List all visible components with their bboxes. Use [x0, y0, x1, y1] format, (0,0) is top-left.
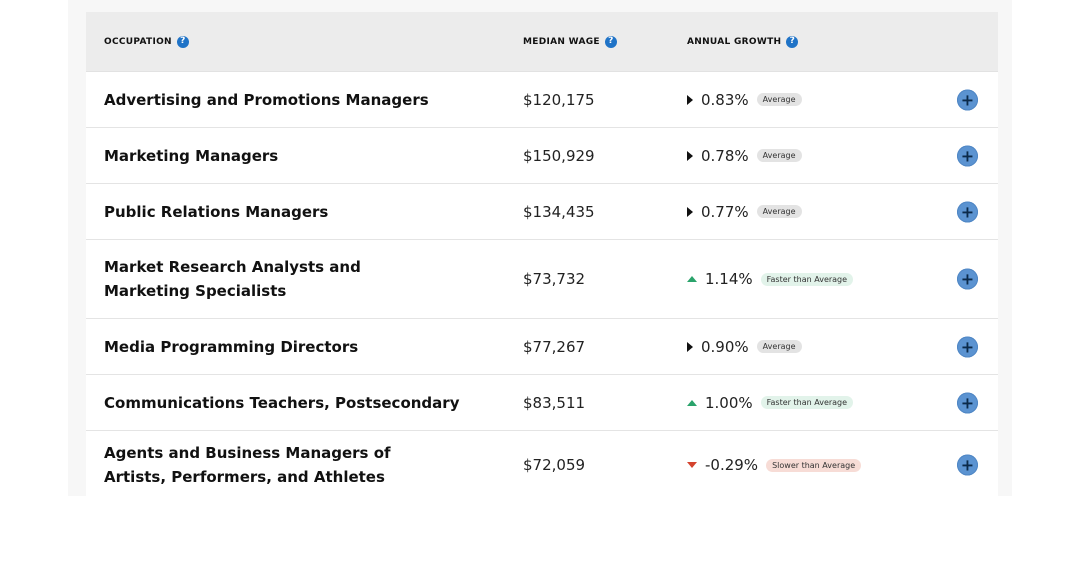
growth-value: 0.77% [701, 202, 749, 221]
down-trend-icon [687, 462, 697, 468]
growth-value: 1.14% [705, 270, 753, 288]
column-header-label: ANNUAL GROWTH [687, 36, 782, 47]
growth-badge: Average [756, 149, 802, 162]
occupation-name[interactable]: Market Research Analysts and Marketing S… [104, 258, 361, 300]
occupation-name[interactable]: Communications Teachers, Postsecondary [104, 393, 460, 412]
growth-value: 0.83% [701, 90, 749, 109]
median-wage: $72,059 [523, 456, 586, 474]
column-header-occupation: OCCUPATION ? [104, 35, 189, 48]
neutral-trend-icon [687, 150, 693, 161]
annual-growth: 0.83% Average [687, 91, 802, 109]
expand-icon[interactable]: + [957, 145, 978, 166]
column-header-annual-growth: ANNUAL GROWTH ? [687, 35, 799, 48]
occupation-name[interactable]: Advertising and Promotions Managers [104, 90, 429, 109]
expand-icon[interactable]: + [957, 201, 978, 222]
growth-value: -0.29% [705, 456, 759, 474]
annual-growth: 0.77% Average [687, 203, 802, 221]
table-row[interactable]: Agents and Business Managers of Artists,… [86, 431, 998, 499]
annual-growth: 0.90% Average [687, 338, 802, 356]
table-row[interactable]: Media Programming Directors $77,267 0.90… [86, 319, 998, 375]
annual-growth: 1.00% Faster than Average [687, 393, 854, 412]
growth-badge: Average [756, 340, 802, 353]
table-row[interactable]: Marketing Managers $150,929 0.78% Averag… [86, 128, 998, 184]
column-header-label: OCCUPATION [104, 36, 172, 47]
table-row[interactable]: Market Research Analysts and Marketing S… [86, 240, 998, 319]
column-header-label: MEDIAN WAGE [523, 36, 600, 47]
median-wage: $83,511 [523, 393, 586, 412]
neutral-trend-icon [687, 341, 693, 352]
expand-icon[interactable]: + [957, 89, 978, 110]
table-row[interactable]: Advertising and Promotions Managers $120… [86, 72, 998, 128]
help-icon[interactable]: ? [176, 35, 189, 48]
up-trend-icon [687, 276, 697, 282]
annual-growth: 0.78% Average [687, 147, 802, 165]
occupation-table: OCCUPATION ? MEDIAN WAGE ? ANNUAL GROWTH… [86, 12, 998, 499]
expand-icon[interactable]: + [957, 392, 978, 413]
neutral-trend-icon [687, 206, 693, 217]
table-row[interactable]: Public Relations Managers $134,435 0.77%… [86, 184, 998, 240]
help-icon[interactable]: ? [604, 35, 617, 48]
growth-value: 0.78% [701, 146, 749, 165]
growth-badge: Faster than Average [760, 396, 854, 409]
occupation-name[interactable]: Public Relations Managers [104, 202, 329, 221]
annual-growth: -0.29% Slower than Average [687, 456, 862, 474]
column-header-median-wage: MEDIAN WAGE ? [523, 35, 617, 48]
growth-value: 1.00% [705, 393, 753, 412]
growth-value: 0.90% [701, 337, 749, 356]
median-wage: $73,732 [523, 270, 586, 288]
annual-growth: 1.14% Faster than Average [687, 270, 854, 288]
median-wage: $134,435 [523, 202, 595, 221]
neutral-trend-icon [687, 94, 693, 105]
median-wage: $150,929 [523, 146, 595, 165]
expand-icon[interactable]: + [957, 454, 978, 476]
median-wage: $120,175 [523, 90, 595, 109]
median-wage: $77,267 [523, 337, 586, 356]
expand-icon[interactable]: + [957, 336, 978, 357]
up-trend-icon [687, 399, 697, 406]
growth-badge: Average [756, 205, 802, 218]
occupation-name[interactable]: Agents and Business Managers of Artists,… [104, 444, 391, 486]
occupation-name[interactable]: Marketing Managers [104, 146, 279, 165]
expand-icon[interactable]: + [957, 268, 978, 290]
growth-badge: Average [756, 93, 802, 106]
help-icon[interactable]: ? [786, 35, 799, 48]
table-row[interactable]: Communications Teachers, Postsecondary $… [86, 375, 998, 431]
growth-badge: Faster than Average [760, 272, 854, 286]
occupation-name[interactable]: Media Programming Directors [104, 337, 359, 356]
table-header: OCCUPATION ? MEDIAN WAGE ? ANNUAL GROWTH… [86, 12, 998, 72]
growth-badge: Slower than Average [766, 458, 862, 472]
